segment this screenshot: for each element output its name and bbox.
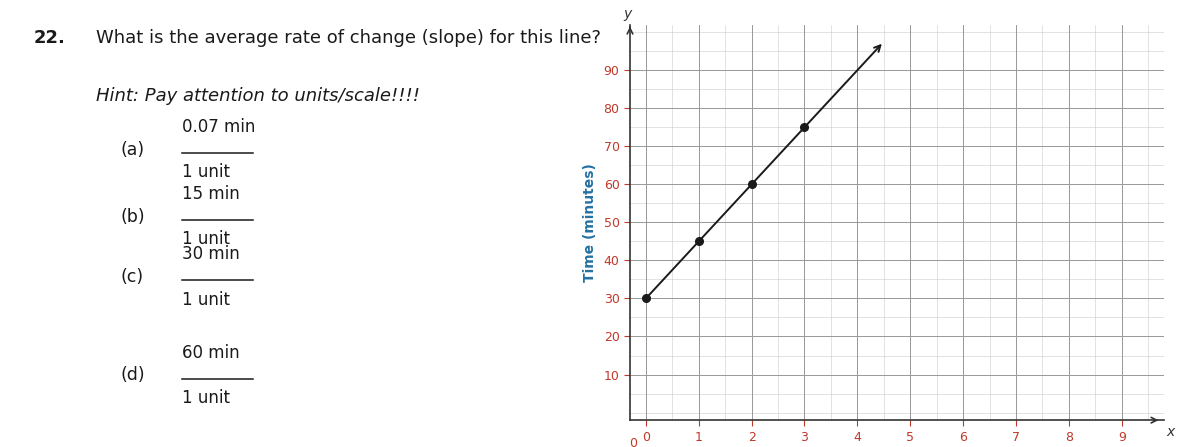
Text: 1 unit: 1 unit bbox=[182, 163, 230, 181]
Text: 1 unit: 1 unit bbox=[182, 389, 230, 407]
Text: 60 min: 60 min bbox=[182, 344, 240, 362]
Text: 22.: 22. bbox=[34, 29, 66, 47]
Text: 30 min: 30 min bbox=[182, 245, 240, 263]
Y-axis label: Time (minutes): Time (minutes) bbox=[583, 163, 596, 282]
Text: (b): (b) bbox=[120, 208, 145, 226]
Text: What is the average rate of change (slope) for this line?: What is the average rate of change (slop… bbox=[96, 29, 601, 47]
Text: 1 unit: 1 unit bbox=[182, 291, 230, 308]
Text: 15 min: 15 min bbox=[182, 185, 240, 203]
Text: (d): (d) bbox=[120, 367, 145, 384]
Text: 0: 0 bbox=[629, 437, 637, 447]
Text: 1 unit: 1 unit bbox=[182, 230, 230, 248]
Text: Hint: Pay attention to units/scale!!!!: Hint: Pay attention to units/scale!!!! bbox=[96, 87, 420, 105]
Text: (c): (c) bbox=[120, 268, 144, 286]
Text: y: y bbox=[623, 7, 631, 21]
Text: x: x bbox=[1166, 425, 1175, 439]
Text: (a): (a) bbox=[120, 141, 145, 159]
Text: 0.07 min: 0.07 min bbox=[182, 118, 256, 136]
